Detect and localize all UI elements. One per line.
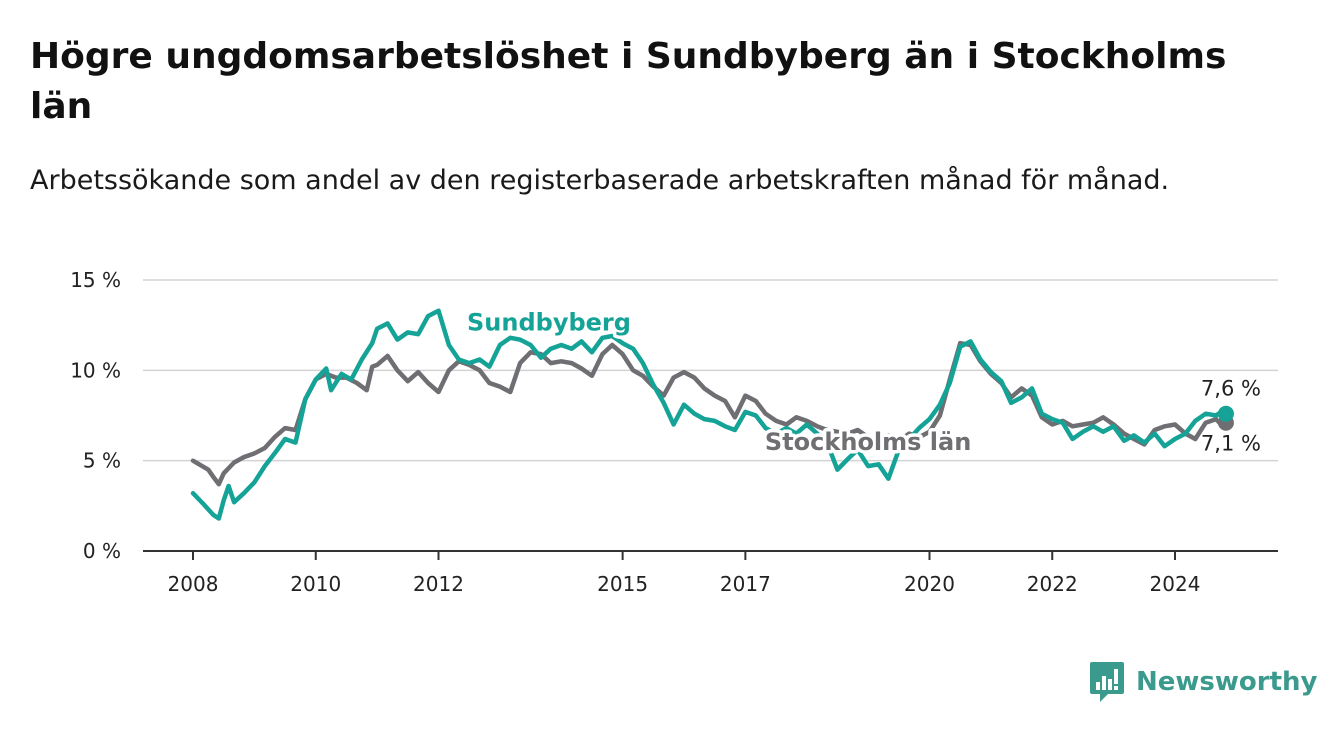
end-markers: 7,1 % 7,6 % bbox=[1201, 377, 1261, 456]
x-tick-label: 2012 bbox=[413, 572, 464, 596]
y-tick-label: 5 % bbox=[83, 449, 121, 473]
series-label-stockholms-l-n: Stockholms län bbox=[765, 428, 971, 456]
end-point-sundbyberg bbox=[1217, 405, 1234, 422]
end-value-label-stockholms-l-n: 7,1 % bbox=[1201, 432, 1261, 456]
series-label-sundbyberg: Sundbyberg bbox=[467, 309, 631, 337]
series-lines bbox=[190, 308, 1229, 521]
y-axis-ticks: 0 % 5 % 10 % 15 % bbox=[70, 268, 121, 563]
x-tick-label: 2008 bbox=[168, 572, 219, 596]
x-tick-label: 2017 bbox=[720, 572, 771, 596]
series-labels: Sundbyberg Stockholms län bbox=[464, 305, 975, 459]
chart-title: Högre ungdomsarbetslöshet i Sundbyberg ä… bbox=[30, 36, 1227, 127]
y-tick-label: 10 % bbox=[70, 358, 121, 382]
x-tick-label: 2010 bbox=[290, 572, 341, 596]
series-line-stockholms-l-n bbox=[190, 340, 1229, 487]
x-tick-label: 2015 bbox=[597, 572, 648, 596]
y-tick-label: 0 % bbox=[83, 539, 121, 563]
chart-subtitle: Arbetssökande som andel av den registerb… bbox=[30, 165, 1170, 196]
y-tick-label: 15 % bbox=[70, 268, 121, 292]
end-value-label-sundbyberg: 7,6 % bbox=[1201, 377, 1261, 401]
y-gridlines bbox=[143, 279, 1278, 462]
line-chart: 0 %5 %10 %15 % 2008 2010 2012 2015 2017 2020 2… bbox=[70, 268, 1278, 596]
x-axis: 2008 2010 2012 2015 2017 2020 2022 2024 bbox=[143, 550, 1278, 596]
newsworthy-brand: Newsworthy bbox=[1088, 660, 1317, 704]
series-line-sundbyberg bbox=[190, 308, 1229, 521]
x-tick-label: 2024 bbox=[1150, 572, 1201, 596]
x-tick-label: 2022 bbox=[1027, 572, 1078, 596]
x-tick-label: 2020 bbox=[904, 572, 955, 596]
newsworthy-logo-icon bbox=[1090, 662, 1124, 702]
brand-name: Newsworthy bbox=[1136, 667, 1318, 697]
